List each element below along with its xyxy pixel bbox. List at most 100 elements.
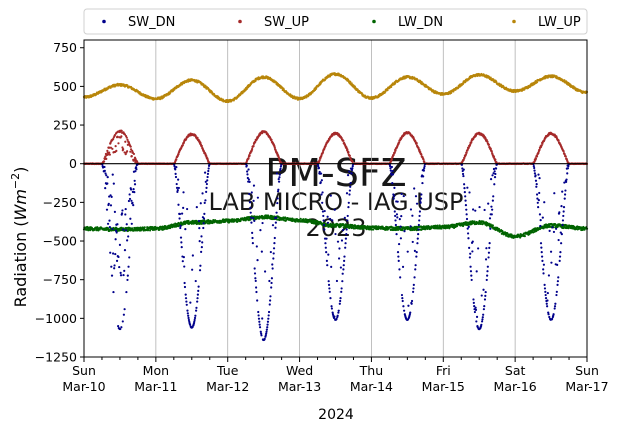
sw-up-point bbox=[124, 140, 127, 143]
sw-up-point bbox=[200, 144, 203, 148]
sw-dn-point bbox=[548, 315, 551, 319]
sw-dn-point bbox=[253, 267, 256, 270]
sw-dn-point bbox=[473, 310, 476, 314]
sw-dn-point bbox=[535, 185, 538, 188]
sw-dn-point bbox=[256, 299, 259, 302]
y-axis-label-unit: Wm bbox=[11, 189, 30, 220]
sw-dn-point bbox=[195, 309, 198, 312]
sw-up-point bbox=[420, 153, 423, 156]
x-tick-label-date: Mar-11 bbox=[134, 379, 177, 394]
sw-dn-point bbox=[130, 199, 133, 202]
sw-up-point bbox=[489, 147, 492, 150]
sw-up-point bbox=[348, 154, 351, 157]
sw-dn-point bbox=[201, 192, 204, 195]
sw-dn-point bbox=[478, 205, 481, 209]
sw-dn-point bbox=[271, 267, 274, 270]
sw-dn-point bbox=[272, 252, 275, 255]
sw-dn-point bbox=[346, 214, 349, 218]
sw-dn-point bbox=[330, 265, 333, 268]
sw-up-point bbox=[108, 151, 111, 154]
sw-dn-point bbox=[391, 181, 394, 185]
sw-dn-point bbox=[401, 297, 404, 300]
sw-dn-point bbox=[544, 297, 548, 300]
sw-up-point bbox=[393, 151, 396, 154]
sw-dn-point bbox=[488, 217, 492, 220]
sw-dn-point bbox=[130, 222, 133, 225]
sw-dn-point bbox=[348, 189, 351, 192]
sw-dn-point bbox=[180, 212, 184, 215]
sw-up-point bbox=[535, 155, 539, 158]
sw-up-point bbox=[541, 142, 544, 145]
sw-up-point bbox=[273, 146, 276, 149]
sw-dn-point bbox=[109, 194, 112, 197]
sw-dn-point bbox=[345, 192, 349, 195]
sw-dn-point bbox=[495, 167, 498, 170]
sw-dn-point bbox=[117, 325, 120, 328]
sw-up-point bbox=[494, 158, 497, 161]
lw-up-point bbox=[319, 82, 322, 85]
sw-dn-point bbox=[397, 259, 400, 263]
sw-dn-point bbox=[277, 188, 280, 191]
sw-dn-point bbox=[350, 168, 354, 172]
sw-dn-point bbox=[349, 181, 352, 185]
sw-dn-point bbox=[553, 307, 556, 310]
sw-dn-point bbox=[119, 327, 122, 331]
sw-dn-point bbox=[418, 214, 421, 218]
sw-dn-point bbox=[481, 318, 484, 321]
sw-dn-point bbox=[468, 191, 471, 194]
sw-dn-point bbox=[538, 213, 542, 216]
sw-dn-point bbox=[546, 291, 549, 295]
sw-dn-point bbox=[122, 273, 125, 277]
sw-dn-point bbox=[272, 257, 275, 260]
sw-dn-point bbox=[105, 174, 108, 177]
legend: SW_DN SW_UP LW_DN LW_UP bbox=[83, 8, 588, 35]
sw-dn-point bbox=[537, 206, 540, 209]
lw-dn-point bbox=[523, 235, 526, 238]
sw-up-point bbox=[113, 134, 116, 137]
y-axis-label-close: ) bbox=[11, 167, 30, 173]
sw-dn-point bbox=[276, 201, 279, 205]
sw-dn-point bbox=[259, 229, 262, 232]
sw-dn-point bbox=[547, 274, 551, 277]
sw-up-point bbox=[390, 158, 394, 161]
sw-dn-point bbox=[339, 299, 342, 303]
sw-dn-point bbox=[206, 172, 210, 175]
sw-up-point bbox=[125, 136, 128, 139]
sw-dn-point bbox=[268, 279, 271, 283]
legend-label: LW_DN bbox=[398, 15, 443, 30]
sw-dn-point bbox=[175, 165, 178, 169]
sw-dn-point bbox=[113, 210, 116, 213]
sw-dn-point bbox=[180, 246, 183, 249]
sw-dn-point bbox=[397, 242, 401, 246]
sw-dn-point bbox=[131, 201, 134, 204]
sw-dn-point bbox=[110, 274, 114, 277]
sw-dn-point bbox=[111, 227, 114, 231]
x-tick-label-date: Mar-16 bbox=[494, 379, 537, 394]
sw-dn-point bbox=[553, 192, 556, 195]
sw-dn-point bbox=[118, 243, 122, 246]
sw-dn-point bbox=[468, 256, 471, 259]
sw-up-point bbox=[347, 151, 350, 154]
series-lw-dn bbox=[82, 214, 589, 239]
sw-dn-point bbox=[107, 202, 110, 205]
sw-dn-point bbox=[541, 259, 544, 263]
sw-dn-point bbox=[486, 270, 489, 273]
sw-dn-point bbox=[255, 290, 258, 294]
sw-dn-point bbox=[409, 208, 413, 211]
sw-up-point bbox=[111, 147, 114, 150]
x-tick-label-day: Sun bbox=[72, 363, 96, 378]
lw-dn-point bbox=[315, 223, 318, 226]
y-axis-label-main: Radiation ( bbox=[11, 220, 30, 307]
lw-dn-point bbox=[548, 225, 552, 229]
x-tick-label-date: Mar-13 bbox=[278, 379, 321, 394]
sw-dn-point bbox=[134, 170, 137, 173]
sw-dn-point bbox=[174, 175, 178, 179]
sw-dn-point bbox=[177, 186, 180, 190]
sw-dn-point bbox=[333, 208, 336, 211]
sw-dn-point bbox=[323, 228, 326, 231]
sw-dn-point bbox=[251, 242, 254, 245]
sw-dn-point bbox=[557, 238, 560, 242]
sw-dn-point bbox=[194, 279, 197, 283]
sw-dn-point bbox=[411, 214, 414, 217]
sw-dn-point bbox=[400, 192, 403, 196]
